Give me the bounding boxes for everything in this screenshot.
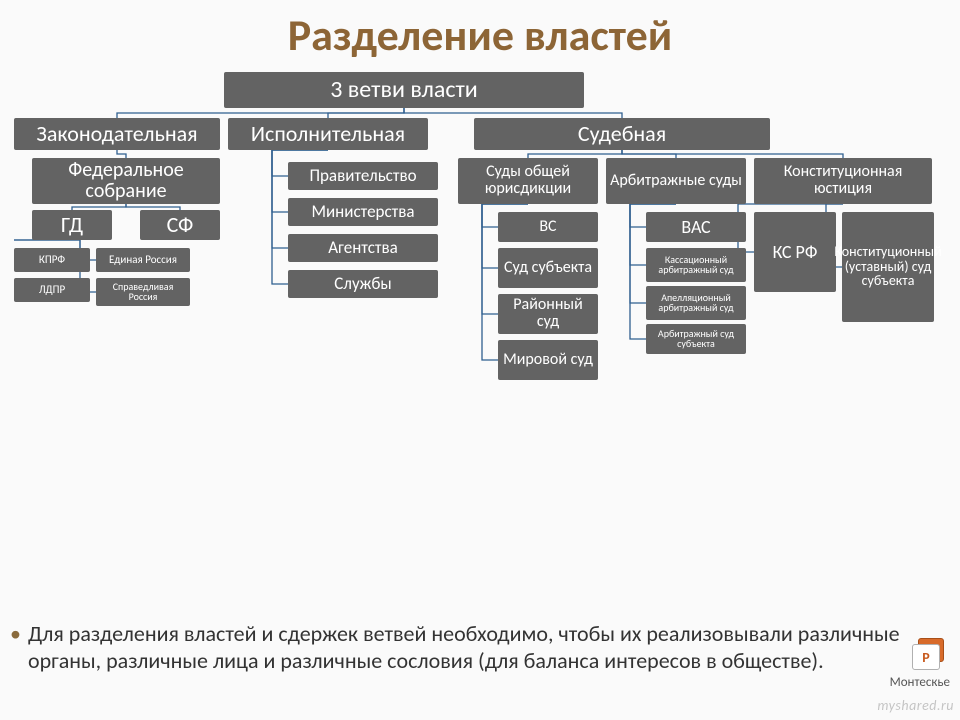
node-ldpr: ЛДПР <box>14 278 90 302</box>
node-gd: ГД <box>32 210 112 240</box>
bullet-text: Для разделения властей и сдержек ветвей … <box>28 620 900 674</box>
node-asub: Арбитражный суд субъекта <box>646 324 746 354</box>
node-sr: Справедливая Россия <box>96 278 190 306</box>
node-ksrf: КС РФ <box>754 212 836 292</box>
node-ag: Агентства <box>288 234 438 262</box>
node-ssub: Суд субъекта <box>498 248 598 288</box>
node-vs: ВС <box>498 212 598 242</box>
node-b_exec: Исполнительная <box>228 118 428 150</box>
node-sf: СФ <box>140 210 220 240</box>
node-kas: Кассационный арбитражный суд <box>646 248 746 282</box>
slide: Разделение властей 3 ветви властиЗаконод… <box>0 0 960 720</box>
node-mir: Мировой суд <box>498 340 598 380</box>
org-chart: 3 ветви властиЗаконодательнаяИсполнитель… <box>14 72 946 532</box>
node-b_leg: Законодательная <box>14 118 220 150</box>
node-vas: ВАС <box>646 212 746 242</box>
node-er: Единая Россия <box>96 248 190 272</box>
node-b_jud: Судебная <box>474 118 770 150</box>
node-ray: Районный суд <box>498 294 598 334</box>
node-sl: Службы <box>288 270 438 298</box>
node-j3: Конституционная юстиция <box>754 158 932 204</box>
attribution-text: Монтескье <box>890 675 950 690</box>
powerpoint-icon: P <box>912 638 948 670</box>
node-root: 3 ветви власти <box>224 72 584 108</box>
slide-title: Разделение властей <box>14 8 946 62</box>
node-j2: Арбитражные суды <box>606 158 746 204</box>
node-j1: Суды общей юрисдикции <box>458 158 598 204</box>
node-min: Министерства <box>288 198 438 226</box>
node-fed: Федеральное собрание <box>32 158 220 204</box>
node-kust: Конституционный (уставный) суд субъекта <box>842 212 934 322</box>
watermark-text: myshared.ru <box>877 697 954 714</box>
node-apel: Апелляционный арбитражный суд <box>646 286 746 320</box>
node-gov: Правительство <box>288 162 438 190</box>
node-kprf: КПРФ <box>14 248 90 272</box>
